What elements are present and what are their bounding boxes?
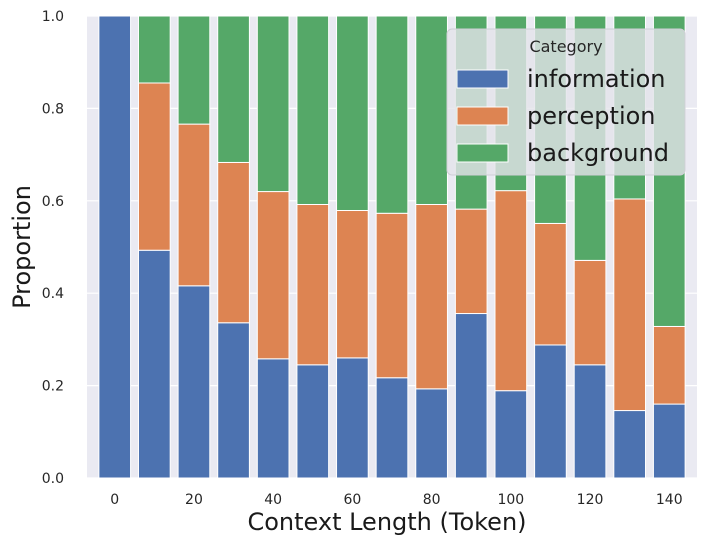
bar-information-10 [137,249,171,479]
x-tick-label: 100 [497,492,524,508]
x-tick-label: 140 [656,492,683,508]
y-tick-label: 0.0 [42,471,64,487]
bar-information-90 [454,313,488,479]
bar-information-60 [336,357,369,479]
bar-information-50 [296,364,330,479]
x-tick-label: 120 [577,492,604,508]
bar-perception-110 [534,222,567,346]
bar-background-40 [256,15,290,193]
bar-information-30 [217,322,250,479]
bar-perception-10 [137,82,171,251]
y-axis-title: Proportion [8,185,36,309]
bar-background-50 [296,15,330,205]
legend-label-information: information [527,65,666,93]
bar-perception-20 [177,123,211,287]
bar-information-40 [256,358,290,479]
x-tick-labels: 0 20 40 60 80 100 120 140 [110,492,682,508]
y-tick-label: 0.2 [42,379,64,395]
y-tick-label: 0.6 [42,194,64,210]
legend-label-perception: perception [527,102,656,130]
bar-perception-70 [375,212,409,379]
bar-background-70 [375,15,409,214]
bar-information-80 [415,388,448,479]
bar-information-100 [494,390,528,479]
y-tick-label: 0.8 [42,101,64,117]
bar-perception-40 [256,191,290,360]
bar-perception-100 [494,190,528,392]
bar-information-120 [573,364,607,479]
bar-information-140 [652,403,686,479]
y-tick-label: 0.4 [42,286,64,302]
y-tick-label: 1.0 [42,9,64,25]
bar-information-70 [375,377,409,479]
bar-perception-90 [454,208,488,315]
bar-perception-120 [573,259,607,366]
legend-box [446,28,686,176]
bar-information-110 [534,344,567,479]
bar-information-130 [613,410,647,479]
bar-perception-60 [336,210,369,359]
x-tick-label: 60 [343,492,361,508]
x-tick-label: 20 [185,492,203,508]
bar-perception-140 [652,325,686,405]
bar-perception-80 [415,203,448,390]
bar-background-80 [415,15,448,205]
bar-information-0 [98,15,132,479]
bar-background-10 [137,15,171,84]
x-tick-label: 40 [264,492,282,508]
bar-background-60 [336,15,369,212]
bar-perception-30 [217,161,250,324]
y-tick-labels: 0.0 0.2 0.4 0.6 0.8 1.0 [42,9,64,487]
legend-swatch-background [456,143,509,163]
x-tick-label: 80 [423,492,441,508]
legend-swatch-information [456,69,509,89]
bar-information-20 [177,285,211,479]
bar-background-20 [177,15,211,125]
legend-label-background: background [527,139,669,167]
bar-perception-130 [613,198,647,412]
x-tick-label: 0 [110,492,119,508]
legend-swatch-perception [456,106,509,126]
x-axis-title: Context Length (Token) [247,508,526,536]
legend: Category information perception background [446,28,686,176]
legend-title: Category [529,37,602,56]
bar-perception-50 [296,203,330,366]
bar-background-30 [217,15,250,163]
